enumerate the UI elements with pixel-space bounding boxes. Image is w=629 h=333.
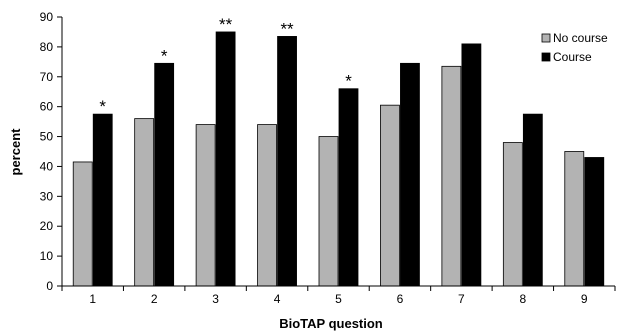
- y-tick-label: 90: [40, 10, 54, 24]
- significance-annotations: **** ***: [99, 15, 352, 116]
- bar-no-course: [72, 161, 93, 287]
- x-tick-label: 1: [89, 292, 96, 306]
- x-axis-ticks: 1 2 3 4 5 6 7 8 9: [61, 286, 616, 306]
- significance-marker: *: [161, 46, 168, 65]
- y-axis-title: percent: [8, 128, 23, 176]
- y-tick-label: 30: [40, 189, 54, 203]
- y-tick-label: 70: [40, 70, 54, 84]
- bar-no-course: [257, 124, 277, 287]
- legend-label-no-course: No course: [553, 31, 608, 45]
- x-tick-label: 9: [581, 292, 588, 306]
- significance-marker: **: [280, 19, 294, 38]
- bar-course: [584, 157, 605, 287]
- bar-course: [154, 62, 175, 287]
- y-tick-label: 40: [40, 159, 54, 173]
- bar-course: [277, 36, 297, 287]
- legend: No course Course: [541, 31, 608, 64]
- x-tick-label: 7: [458, 292, 465, 306]
- bar-course: [400, 62, 420, 287]
- y-tick-label: 80: [40, 40, 54, 54]
- x-tick-label: 5: [335, 292, 342, 306]
- x-tick-label: 3: [212, 292, 219, 306]
- bar-course: [92, 113, 113, 287]
- bar-no-course: [134, 118, 155, 287]
- y-axis-ticks: 0 10 20 30 40 50 60 70 80 90: [40, 10, 62, 293]
- y-tick-label: 50: [40, 130, 54, 144]
- bar-course: [338, 88, 359, 287]
- bars: [72, 31, 605, 287]
- y-tick-label: 60: [40, 100, 54, 114]
- bar-no-course: [195, 124, 216, 287]
- bar-no-course: [564, 151, 585, 287]
- significance-marker: *: [99, 97, 106, 116]
- x-tick-label: 8: [519, 292, 526, 306]
- legend-swatch-no-course: [541, 33, 551, 43]
- bar-no-course: [318, 136, 339, 287]
- y-tick-label: 20: [40, 219, 54, 233]
- legend-swatch-course: [541, 52, 551, 62]
- x-tick-label: 4: [274, 292, 281, 306]
- x-axis-title: BioTAP question: [279, 316, 383, 331]
- bar-course: [522, 113, 543, 287]
- significance-marker: *: [345, 72, 352, 91]
- y-tick-label: 10: [40, 249, 54, 263]
- bar-course: [461, 43, 482, 287]
- legend-label-course: Course: [553, 50, 592, 64]
- x-tick-label: 6: [397, 292, 404, 306]
- significance-marker: **: [219, 15, 233, 34]
- y-tick-label: 0: [46, 279, 53, 293]
- x-tick-label: 2: [151, 292, 158, 306]
- bar-no-course: [502, 142, 523, 287]
- bar-no-course: [441, 65, 462, 287]
- bar-course: [215, 31, 236, 287]
- bar-no-course: [380, 104, 400, 287]
